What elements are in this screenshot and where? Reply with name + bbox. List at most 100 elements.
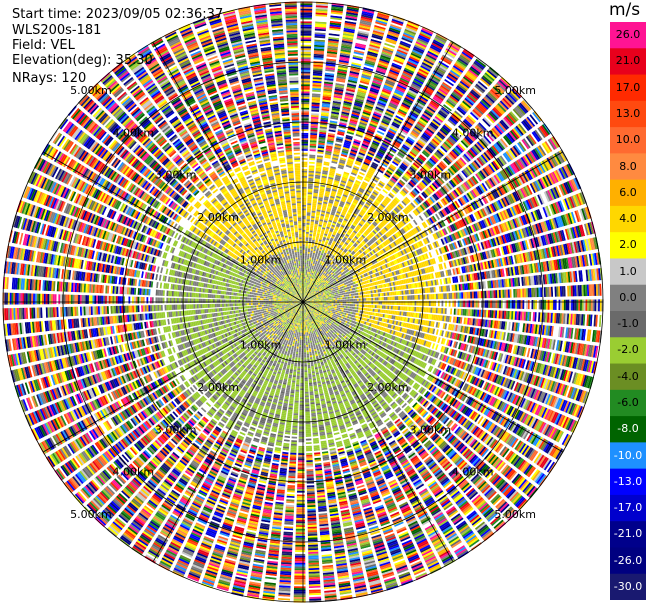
ppi-gate (302, 151, 308, 153)
ppi-gate (301, 55, 311, 57)
ppi-gate (369, 298, 371, 301)
ppi-gate (378, 293, 380, 296)
ppi-gate (304, 286, 305, 288)
ppi-gate (387, 292, 389, 296)
ppi-gate (333, 295, 335, 297)
ppi-gate (311, 261, 313, 263)
ppi-gate (305, 279, 306, 281)
ppi-gate (366, 298, 368, 301)
ppi-gate (326, 300, 328, 301)
ppi-gate (311, 247, 313, 249)
ppi-gate (335, 298, 337, 299)
ppi-gate (309, 160, 315, 162)
ppi-gate (392, 292, 394, 296)
ppi-gate (301, 72, 310, 74)
ppi-gate (343, 299, 345, 301)
ppi-gate (310, 256, 312, 258)
ppi-gate (304, 273, 305, 275)
ppi-gate (342, 295, 344, 297)
ppi-gate (307, 201, 311, 203)
ppi-gate (526, 288, 528, 297)
ppi-gate (307, 279, 308, 281)
ppi-gate (301, 127, 308, 129)
ppi-gate (307, 261, 309, 263)
ppi-gate (304, 286, 305, 288)
ppi-gate (319, 299, 321, 300)
ppi-gate (300, 3, 312, 5)
ppi-gate (310, 274, 312, 276)
ppi-gate (307, 272, 308, 274)
ppi-gate (337, 298, 339, 300)
ppi-gate (346, 295, 348, 297)
ppi-gate (477, 291, 479, 298)
ppi-gate (309, 156, 315, 158)
ppi-gate (427, 294, 429, 299)
ppi-gate (304, 275, 305, 277)
ppi-gate (304, 266, 306, 268)
ppi-gate (356, 293, 358, 295)
ppi-gate (324, 296, 326, 297)
ppi-gate (359, 298, 361, 300)
ppi-gate (324, 298, 326, 299)
ppi-gate (364, 298, 366, 301)
ppi-gate (307, 254, 309, 256)
ppi-gate (304, 288, 305, 290)
ppi-gate (326, 299, 328, 300)
ppi-gate (357, 299, 359, 301)
ppi-gate (309, 173, 314, 175)
ppi-gate (321, 301, 323, 302)
ppi-gate (332, 292, 334, 294)
ppi-gate (306, 281, 307, 283)
ppi-gate (310, 254, 312, 256)
ppi-gate (301, 91, 309, 93)
ppi-gate (344, 295, 346, 297)
ppi-gate (306, 277, 307, 279)
ppi-gate (305, 253, 307, 255)
ppi-gate (301, 97, 309, 99)
ppi-gate (353, 296, 355, 298)
ppi-gate (431, 294, 433, 299)
ppi-gate (308, 268, 310, 270)
ppi-gate (315, 300, 317, 301)
ppi-gate (329, 293, 331, 295)
ppi-gate (324, 299, 326, 300)
ppi-gate (321, 300, 323, 301)
ppi-gate (301, 126, 308, 128)
ppi-gate (309, 276, 310, 278)
ppi-gate (349, 294, 351, 296)
ppi-gate (339, 298, 341, 300)
ppi-gate (346, 299, 348, 301)
ppi-gate (323, 298, 325, 299)
ppi-gate (311, 245, 314, 247)
ppi-gate (395, 296, 397, 300)
ppi-gate (304, 279, 305, 281)
ppi-gate (301, 48, 311, 50)
ppi-gate (308, 250, 310, 252)
ppi-gate (301, 50, 311, 52)
ppi-gate (522, 288, 524, 297)
ppi-gate (334, 293, 336, 295)
ppi-gate (309, 234, 312, 236)
ppi-gate (311, 263, 313, 265)
ppi-gate (306, 268, 308, 270)
ppi-gate (304, 280, 305, 282)
ppi-gate (301, 36, 312, 38)
ppi-gate (311, 271, 313, 273)
ppi-gate (308, 176, 313, 178)
ppi-gate (499, 290, 501, 298)
ppi-gate (513, 289, 515, 298)
ppi-gate (301, 86, 310, 88)
ppi-gate (305, 286, 306, 288)
ppi-gate (472, 292, 474, 299)
ppi-gate (309, 171, 314, 173)
ppi-gate (308, 194, 312, 196)
ppi-gate (301, 79, 310, 81)
ppi-gate (308, 277, 309, 279)
ppi-gate (520, 289, 522, 298)
ppi-gate (416, 295, 418, 300)
ppi-gate (456, 293, 458, 299)
ppi-gate (357, 296, 359, 298)
ppi-gate (301, 84, 310, 86)
ppi-gate (314, 301, 316, 302)
ppi-gate (305, 275, 306, 277)
